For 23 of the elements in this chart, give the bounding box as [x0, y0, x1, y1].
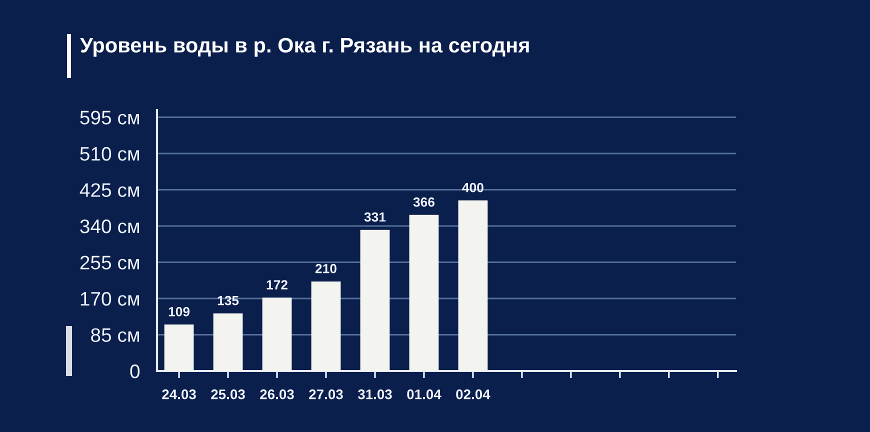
- y-tick-label: 595 см: [80, 110, 139, 124]
- y-tick-label: 255 см: [80, 256, 139, 270]
- y-tick-label: 0: [130, 364, 140, 378]
- x-tick-label: 02.04: [456, 389, 490, 400]
- y-tick-label: 340 см: [80, 219, 139, 234]
- data-label: 400: [462, 182, 484, 192]
- data-label: 331: [364, 212, 386, 222]
- data-label: 109: [168, 307, 190, 316]
- x-tick-label: 24.03: [162, 389, 196, 400]
- y-tick-label: 170 см: [80, 292, 139, 306]
- data-label: 366: [413, 197, 434, 207]
- data-label: 172: [266, 280, 288, 290]
- x-tick-label: 31.03: [358, 389, 392, 400]
- x-tick-label: 01.04: [407, 389, 442, 400]
- data-label: 210: [315, 264, 336, 274]
- y-tick-label: 85 см: [91, 328, 139, 342]
- data-label: 135: [218, 296, 239, 306]
- chart-title: Уровень воды в р. Ока г. Рязань на сегодня: [80, 38, 529, 57]
- x-tick-label: 27.03: [309, 389, 343, 400]
- y-tick-label: 510 см: [80, 146, 139, 161]
- x-tick-label: 25.03: [211, 389, 245, 400]
- y-tick-label: 425 см: [80, 183, 139, 197]
- x-tick-label: 26.03: [260, 389, 294, 400]
